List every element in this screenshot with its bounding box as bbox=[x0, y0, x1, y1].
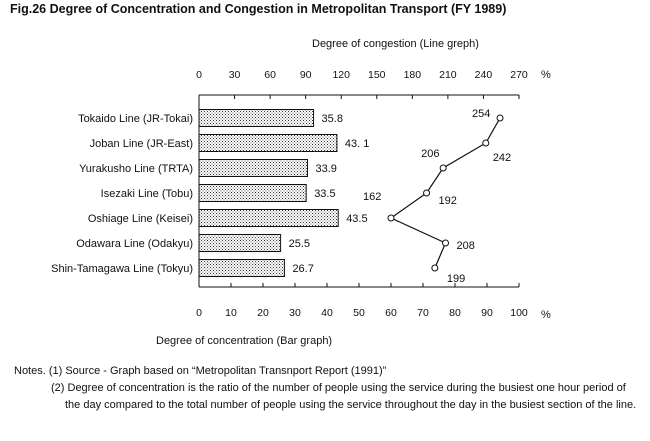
concentration-bar bbox=[198, 259, 285, 277]
concentration-ticks: 0 10 20 30 40 50 60 70 80 90 100 bbox=[196, 283, 528, 319]
bar-value-labels: 35.8 43. 1 33.9 33.5 43.5 25.5 26.7 bbox=[289, 113, 370, 275]
congestion-tick-label: 0 bbox=[196, 69, 202, 81]
congestion-tick-label: 150 bbox=[368, 69, 386, 81]
congestion-value-label: 242 bbox=[493, 152, 511, 164]
concentration-tick-label: 20 bbox=[257, 307, 269, 319]
congestion-axis-title: Degree of congestion (Line greph) bbox=[312, 38, 479, 50]
category-labels: Tokaido Line (JR-Tokai) Joban Line (JR-Ea… bbox=[51, 113, 193, 275]
congestion-value-label: 206 bbox=[421, 148, 439, 160]
figure-title: Fig.26 Degree of Concentration and Conge… bbox=[10, 2, 507, 16]
congestion-point bbox=[442, 239, 450, 247]
concentration-bar bbox=[198, 209, 339, 227]
concentration-bar bbox=[198, 159, 308, 177]
congestion-tick-label: 90 bbox=[300, 69, 312, 81]
congestion-point bbox=[482, 139, 490, 147]
concentration-axis-title: Degree of concentration (Bar graph) bbox=[156, 335, 332, 347]
note-2: (2) Degree of concentration is the ratio… bbox=[51, 382, 637, 411]
congestion-point bbox=[431, 264, 439, 272]
concentration-tick-label: 90 bbox=[481, 307, 493, 319]
concentration-tick-label: 30 bbox=[289, 307, 301, 319]
congestion-point bbox=[423, 189, 431, 197]
bar-value-label: 35.8 bbox=[322, 113, 343, 125]
congestion-point bbox=[439, 164, 447, 172]
category-label: Yurakusho Line (TRTA) bbox=[79, 163, 193, 175]
concentration-tick-label: 100 bbox=[510, 307, 528, 319]
congestion-tick-label: 240 bbox=[475, 69, 493, 81]
concentration-tick-label: 70 bbox=[417, 307, 429, 319]
congestion-point bbox=[496, 114, 504, 122]
congestion-value-label: 162 bbox=[363, 191, 381, 203]
category-label: Tokaido Line (JR-Tokai) bbox=[78, 113, 193, 125]
congestion-tick-label: 60 bbox=[264, 69, 276, 81]
congestion-tick-label: 270 bbox=[510, 69, 528, 81]
congestion-value-label: 199 bbox=[447, 273, 465, 285]
category-label: Shin-Tamagawa Line (Tokyu) bbox=[51, 263, 193, 275]
chart-canvas: Degree of congestion (Line greph) % % De… bbox=[51, 38, 551, 347]
bar-value-label: 26.7 bbox=[292, 263, 313, 275]
category-label: Isezaki Line (Tobu) bbox=[101, 188, 193, 200]
concentration-tick-label: 80 bbox=[449, 307, 461, 319]
congestion-tick-label: 120 bbox=[332, 69, 350, 81]
bar-value-label: 33.9 bbox=[315, 163, 336, 175]
congestion-tick-label: 210 bbox=[439, 69, 457, 81]
concentration-tick-label: 10 bbox=[225, 307, 237, 319]
concentration-tick-label: 0 bbox=[196, 307, 202, 319]
bar-value-label: 43. 1 bbox=[345, 138, 369, 150]
congestion-value-label: 254 bbox=[472, 108, 490, 120]
category-label: Oshiage Line (Keisei) bbox=[88, 213, 193, 225]
note-1: Notes. (1) Source - Graph based on “Metr… bbox=[14, 365, 387, 377]
concentration-tick-label: 40 bbox=[321, 307, 333, 319]
congestion-tick-label: 30 bbox=[229, 69, 241, 81]
notes: Notes. (1) Source - Graph based on “Metr… bbox=[14, 363, 644, 414]
congestion-line: 254 242 206 192 162 208 199 bbox=[363, 108, 511, 285]
bar-value-label: 43.5 bbox=[346, 213, 367, 225]
concentration-bar bbox=[198, 184, 307, 202]
concentration-tick-label: 50 bbox=[353, 307, 365, 319]
concentration-bar bbox=[198, 109, 315, 127]
bars bbox=[198, 109, 339, 277]
congestion-ticks: 0 30 60 90 120 150 180 210 240 270 bbox=[196, 69, 528, 99]
concentration-bar bbox=[198, 234, 282, 252]
concentration-axis-unit: % bbox=[541, 309, 551, 321]
congestion-tick-label: 180 bbox=[404, 69, 422, 81]
concentration-bar bbox=[198, 134, 338, 152]
congestion-point bbox=[387, 214, 395, 222]
congestion-value-label: 192 bbox=[439, 195, 457, 207]
congestion-axis-unit: % bbox=[541, 69, 551, 81]
congestion-value-label: 208 bbox=[457, 240, 475, 252]
category-label: Odawara Line (Odakyu) bbox=[76, 238, 193, 250]
bar-value-label: 33.5 bbox=[314, 188, 335, 200]
bar-value-label: 25.5 bbox=[289, 238, 310, 250]
category-label: Joban Line (JR-East) bbox=[90, 138, 193, 150]
concentration-tick-label: 60 bbox=[385, 307, 397, 319]
